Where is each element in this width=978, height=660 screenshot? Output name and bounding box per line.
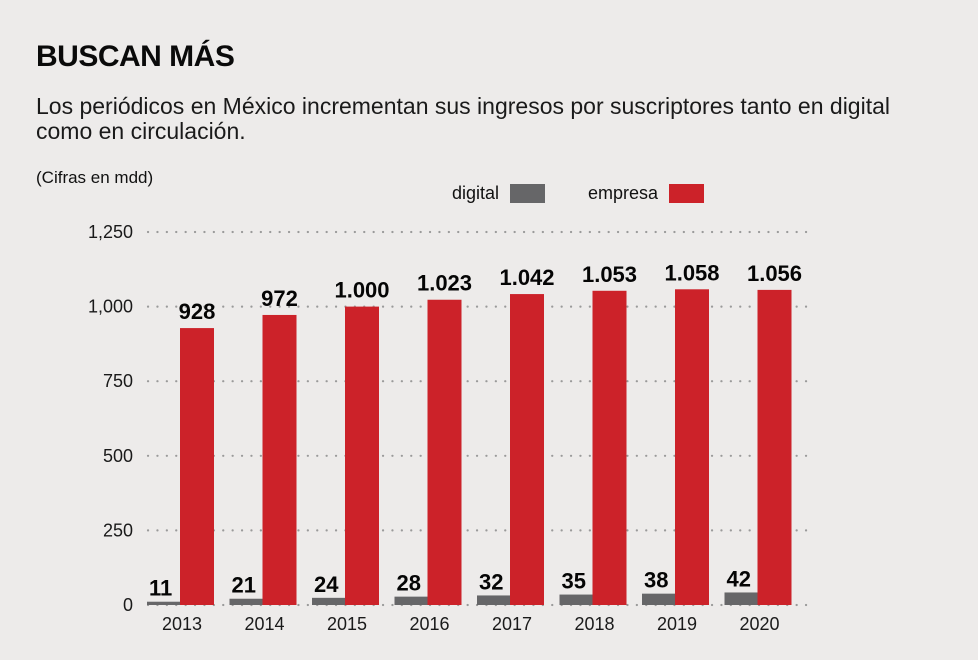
bar-digital xyxy=(559,594,593,605)
x-tick-label: 2016 xyxy=(409,614,449,634)
chart-title: BUSCAN MÁS xyxy=(36,40,235,73)
value-label-digital: 38 xyxy=(644,568,668,593)
bar-empresa xyxy=(592,290,627,605)
bar-empresa xyxy=(427,299,462,605)
legend-item-digital: digital xyxy=(452,182,546,204)
bar-digital xyxy=(642,593,675,605)
y-tick-label: 0 xyxy=(123,595,133,615)
bar-empresa xyxy=(757,289,792,605)
y-tick-label: 750 xyxy=(103,371,133,391)
bar-digital xyxy=(229,598,263,605)
bar-digital xyxy=(147,601,180,605)
bar-empresa xyxy=(180,328,214,605)
value-label-empresa: 1.056 xyxy=(747,261,802,286)
bar-empresa xyxy=(675,289,709,605)
legend-label-empresa: empresa xyxy=(588,182,659,203)
value-label-empresa: 1.058 xyxy=(664,260,719,285)
x-tick-label: 2013 xyxy=(162,614,202,634)
y-tick-label: 1,000 xyxy=(88,297,133,317)
y-tick-label: 250 xyxy=(103,520,133,540)
x-tick-label: 2014 xyxy=(244,614,284,634)
bar-empresa xyxy=(510,294,544,605)
x-tick-label: 2015 xyxy=(327,614,367,634)
bar-empresa xyxy=(262,314,297,605)
y-tick-label: 500 xyxy=(103,446,133,466)
x-tick-label: 2017 xyxy=(492,614,532,634)
legend-swatch-digital xyxy=(510,183,546,203)
value-label-digital: 42 xyxy=(727,566,751,591)
units-note: (Cifras en mdd) xyxy=(36,168,154,187)
value-label-digital: 35 xyxy=(562,569,586,594)
legend-item-empresa: empresa xyxy=(588,182,705,204)
value-label-empresa: 1.042 xyxy=(499,265,554,290)
value-label-empresa: 1.000 xyxy=(334,278,389,303)
x-tick-label: 2020 xyxy=(739,614,779,634)
bar-digital xyxy=(477,595,510,605)
value-label-digital: 21 xyxy=(232,573,256,598)
x-tick-label: 2019 xyxy=(657,614,697,634)
value-label-empresa: 1.023 xyxy=(417,271,472,296)
legend-swatch-empresa xyxy=(669,183,705,203)
value-label-digital: 24 xyxy=(314,572,339,597)
value-label-empresa: 972 xyxy=(261,286,298,311)
y-tick-label: 1,250 xyxy=(88,222,133,242)
value-label-empresa: 928 xyxy=(179,299,216,324)
bar-digital xyxy=(394,596,428,605)
bar-digital xyxy=(724,592,758,605)
bar-digital xyxy=(312,597,345,605)
value-label-digital: 28 xyxy=(397,571,421,596)
value-label-empresa: 1.053 xyxy=(582,262,637,287)
chart-subtitle: Los periódicos en México incrementan sus… xyxy=(36,93,890,144)
bar-empresa xyxy=(345,306,379,605)
x-tick-label: 2018 xyxy=(574,614,614,634)
legend-label-digital: digital xyxy=(452,182,500,203)
value-label-digital: 11 xyxy=(149,576,172,601)
value-label-digital: 32 xyxy=(479,569,503,594)
